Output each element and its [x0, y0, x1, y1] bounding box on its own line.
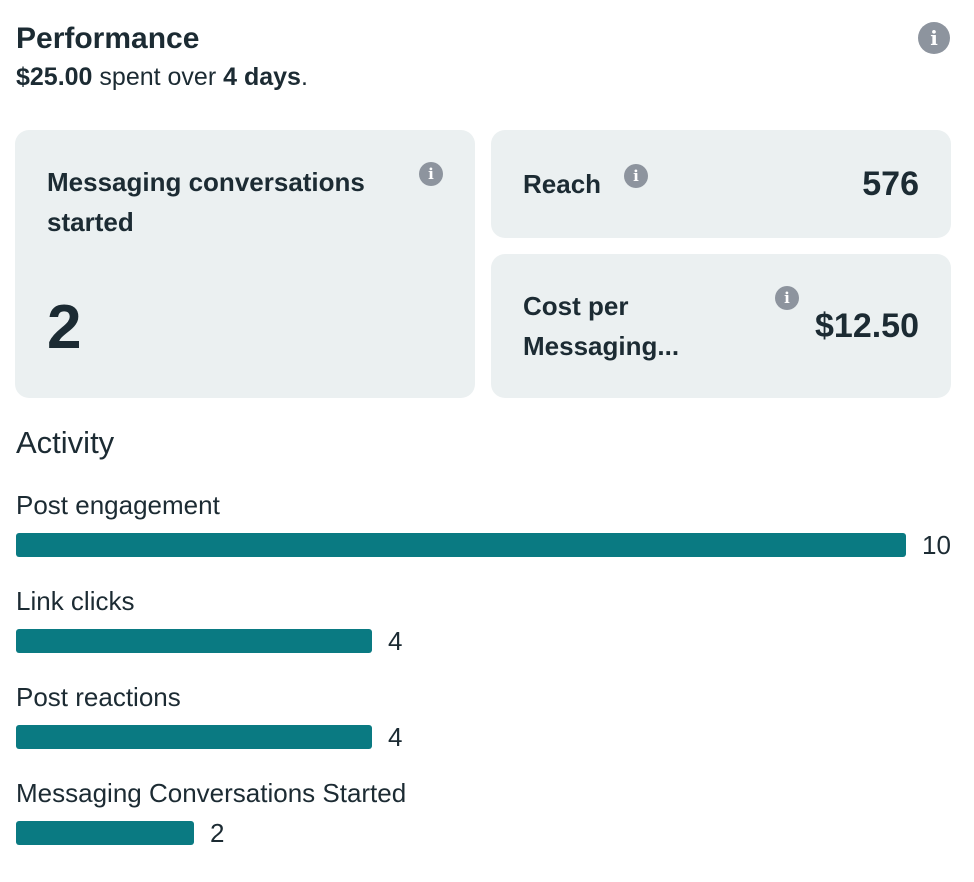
- reach-card: Reach i 576: [491, 130, 951, 238]
- activity-bar: [16, 629, 372, 653]
- activity-bar-track: 4: [16, 626, 403, 656]
- info-icon[interactable]: i: [918, 22, 950, 54]
- activity-list: Post engagement 10 Link clicks 4 Post re…: [16, 488, 956, 872]
- activity-bar: [16, 821, 194, 845]
- activity-label: Post engagement: [16, 490, 220, 520]
- activity-count: 4: [388, 626, 403, 656]
- activity-row: Messaging Conversations Started 2: [16, 776, 956, 872]
- activity-count: 4: [388, 722, 403, 752]
- info-icon[interactable]: i: [775, 286, 799, 310]
- cost-per-messaging-value: $12.50: [815, 307, 919, 345]
- activity-label: Post reactions: [16, 682, 181, 712]
- spent-period: .: [300, 63, 308, 91]
- activity-title: Activity: [16, 425, 115, 460]
- spend-summary: $25.00 spent over 4 days.: [16, 61, 954, 93]
- spent-amount: $25.00: [16, 63, 93, 91]
- messaging-conversations-value: 2: [47, 293, 82, 362]
- info-icon[interactable]: i: [624, 164, 648, 188]
- reach-value: 576: [862, 165, 919, 203]
- spent-text: spent over: [92, 63, 224, 91]
- activity-row: Link clicks 4: [16, 584, 956, 680]
- activity-count: 10: [922, 530, 951, 560]
- cost-per-messaging-card: Cost per Messaging... i $12.50: [491, 254, 951, 398]
- activity-section: Activity Post engagement 10 Link clicks …: [16, 424, 956, 872]
- activity-bar: [16, 533, 906, 557]
- performance-header: Performance $25.00 spent over 4 days.: [16, 22, 954, 93]
- spent-days: 4 days: [223, 63, 301, 91]
- activity-bar-track: 10: [16, 530, 951, 560]
- activity-label: Link clicks: [16, 586, 135, 616]
- activity-bar: [16, 725, 372, 749]
- activity-count: 2: [210, 818, 225, 848]
- cost-per-messaging-label: Cost per Messaging...: [523, 291, 680, 361]
- messaging-conversations-card: Messaging conversations started i 2: [15, 130, 475, 398]
- activity-bar-track: 2: [16, 818, 225, 848]
- activity-bar-track: 4: [16, 722, 403, 752]
- activity-row: Post engagement 10: [16, 488, 956, 584]
- messaging-conversations-label: Messaging conversations started: [47, 167, 365, 237]
- reach-label: Reach: [523, 169, 602, 199]
- activity-label: Messaging Conversations Started: [16, 778, 407, 808]
- activity-row: Post reactions 4: [16, 680, 956, 776]
- info-icon[interactable]: i: [419, 162, 443, 186]
- performance-title: Performance: [16, 22, 200, 55]
